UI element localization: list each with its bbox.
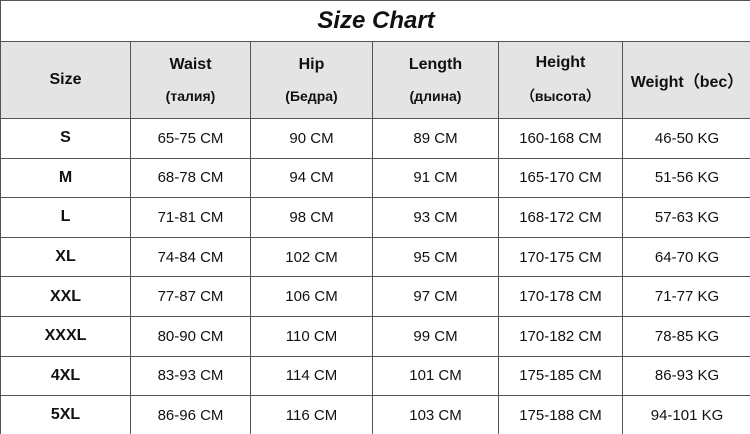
table-cell: 46-50 KG bbox=[621, 118, 750, 159]
table-cell: 74-84 CM bbox=[130, 236, 251, 278]
table-row: XXL 77-87 CM 106 CM 97 CM 170-178 CM 71-77 KG bbox=[0, 276, 750, 317]
table-cell: 99 CM bbox=[372, 315, 499, 357]
table-cell: 94-101 KG bbox=[621, 395, 750, 434]
table-cell: 175-188 CM bbox=[498, 395, 623, 434]
header-label: Height bbox=[535, 54, 586, 71]
header-label: Length bbox=[408, 56, 463, 73]
table-cell: 51-56 KG bbox=[621, 157, 750, 199]
size-cell: M bbox=[0, 157, 131, 199]
size-cell: L bbox=[0, 197, 131, 238]
table-cell: 71-77 KG bbox=[621, 276, 750, 317]
table-row: 4XL 83-93 CM 114 CM 101 CM 175-185 CM 86-93 K… bbox=[0, 355, 750, 397]
table-cell: 170-182 CM bbox=[498, 315, 623, 357]
table-cell: 103 CM bbox=[372, 395, 499, 434]
table-cell: 91 CM bbox=[372, 157, 499, 199]
header-sublabel: (Бедра) bbox=[285, 88, 338, 104]
column-header: Height （высота） bbox=[498, 41, 623, 119]
table-cell: 165-170 CM bbox=[498, 157, 623, 199]
table-cell: 98 CM bbox=[250, 197, 373, 238]
table-cell: 116 CM bbox=[250, 395, 373, 434]
header-label: Waist bbox=[169, 56, 212, 73]
table-row: XL 74-84 CM 102 CM 95 CM 170-175 CM 64-70 KG bbox=[0, 236, 750, 278]
table-cell: 80-90 CM bbox=[130, 315, 251, 357]
table-cell: 170-175 CM bbox=[498, 236, 623, 278]
table-cell: 90 CM bbox=[250, 118, 373, 159]
table-cell: 102 CM bbox=[250, 236, 373, 278]
size-cell: XXXL bbox=[0, 315, 131, 357]
table-cell: 95 CM bbox=[372, 236, 499, 278]
header-sublabel: (длина) bbox=[409, 88, 462, 104]
table-row: XXXL 80-90 CM 110 CM 99 CM 170-182 CM 78-85 K… bbox=[0, 315, 750, 357]
table-cell: 68-78 CM bbox=[130, 157, 251, 199]
header-sublabel: （высота） bbox=[520, 88, 601, 104]
table-cell: 93 CM bbox=[372, 197, 499, 238]
table-cell: 89 CM bbox=[372, 118, 499, 159]
size-cell: XXL bbox=[0, 276, 131, 317]
header-label: Hip bbox=[298, 56, 325, 73]
table-row: 5XL 86-96 CM 116 CM 103 CM 175-188 CM 94-101 … bbox=[0, 395, 750, 434]
size-cell: S bbox=[0, 118, 131, 159]
table-cell: 86-96 CM bbox=[130, 395, 251, 434]
table-cell: 83-93 CM bbox=[130, 355, 251, 397]
column-header: Size bbox=[0, 41, 131, 119]
size-cell: 5XL bbox=[0, 395, 131, 434]
column-header: Length (длина) bbox=[372, 41, 499, 119]
table-cell: 94 CM bbox=[250, 157, 373, 199]
header-row: Size Waist (талия) Hip (Бедра) Length (длина) H… bbox=[0, 41, 750, 119]
size-cell: 4XL bbox=[0, 355, 131, 397]
column-header: Waist (талия) bbox=[130, 41, 251, 119]
header-sublabel: (талия) bbox=[165, 88, 216, 104]
table-cell: 170-178 CM bbox=[498, 276, 623, 317]
table-cell: 110 CM bbox=[250, 315, 373, 357]
table-cell: 64-70 KG bbox=[621, 236, 750, 278]
table-cell: 86-93 KG bbox=[621, 355, 750, 397]
table-cell: 101 CM bbox=[372, 355, 499, 397]
table-cell: 175-185 CM bbox=[498, 355, 623, 397]
table-cell: 97 CM bbox=[372, 276, 499, 317]
header-label: Weight（bec） bbox=[630, 74, 744, 91]
table-cell: 71-81 CM bbox=[130, 197, 251, 238]
table-row: L 71-81 CM 98 CM 93 CM 168-172 CM 57-63 KG bbox=[0, 197, 750, 238]
table-row: S 65-75 CM 90 CM 89 CM 160-168 CM 46-50 KG bbox=[0, 118, 750, 159]
table-cell: 78-85 KG bbox=[621, 315, 750, 357]
table-cell: 114 CM bbox=[250, 355, 373, 397]
table-cell: 65-75 CM bbox=[130, 118, 251, 159]
column-header: Hip (Бедра) bbox=[250, 41, 373, 119]
table-cell: 160-168 CM bbox=[498, 118, 623, 159]
table-cell: 168-172 CM bbox=[498, 197, 623, 238]
chart-title: Size Chart bbox=[0, 0, 750, 42]
header-label: Size bbox=[49, 71, 82, 88]
table-cell: 106 CM bbox=[250, 276, 373, 317]
column-header: Weight（bec） bbox=[621, 41, 750, 119]
title-row: Size Chart bbox=[0, 0, 750, 42]
table-cell: 77-87 CM bbox=[130, 276, 251, 317]
table-cell: 57-63 KG bbox=[621, 197, 750, 238]
size-cell: XL bbox=[0, 236, 131, 278]
table-row: M 68-78 CM 94 CM 91 CM 165-170 CM 51-56 KG bbox=[0, 157, 750, 199]
